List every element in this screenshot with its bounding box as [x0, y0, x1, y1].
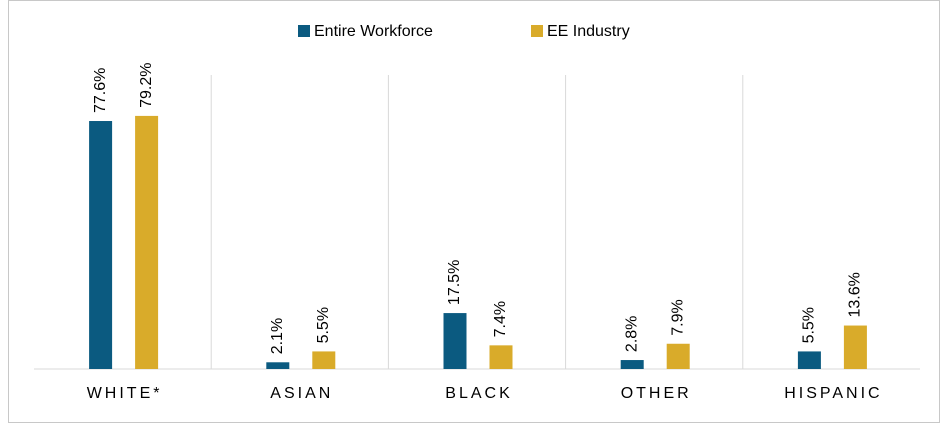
chart-border: [8, 0, 940, 423]
data-label: 5.5%: [315, 307, 332, 343]
data-label: 5.5%: [801, 307, 818, 343]
x-tick-label: ASIAN: [270, 385, 333, 402]
bar: [135, 115, 159, 369]
bar: [489, 345, 513, 369]
data-label: 2.1%: [269, 318, 286, 354]
data-label: 7.9%: [669, 299, 686, 335]
legend-swatch: [298, 25, 310, 37]
bar: [797, 351, 821, 369]
x-tick-label: WHITE*: [87, 385, 163, 402]
bar: [666, 343, 690, 369]
legend-label: EE Industry: [547, 23, 630, 40]
bar: [89, 121, 113, 369]
bar: [443, 313, 467, 369]
x-tick-label: OTHER: [621, 385, 692, 402]
data-label: 17.5%: [446, 260, 463, 305]
data-label: 13.6%: [847, 272, 864, 317]
data-label: 7.4%: [492, 301, 509, 337]
data-label: 2.8%: [623, 316, 640, 352]
data-label: 77.6%: [92, 68, 109, 113]
bar: [620, 360, 644, 369]
legend-swatch: [531, 25, 543, 37]
x-tick-label: HISPANIC: [784, 385, 882, 402]
legend-label: Entire Workforce: [314, 23, 433, 40]
bar: [843, 325, 867, 369]
bar: [266, 362, 290, 369]
bar: [312, 351, 336, 369]
x-tick-label: BLACK: [445, 385, 512, 402]
data-label: 79.2%: [138, 63, 155, 108]
